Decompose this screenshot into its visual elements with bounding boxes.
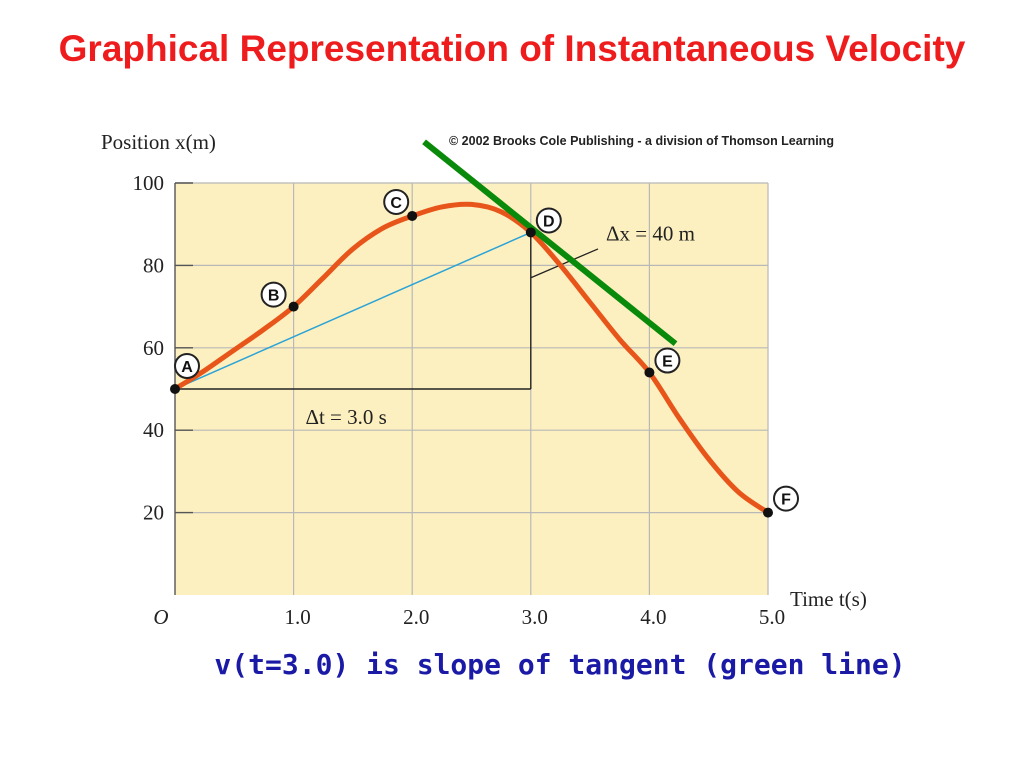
tangent-layer <box>422 139 678 347</box>
tick-labels: O 1.0 2.0 3.0 4.0 5.0 20 40 60 80 100 <box>133 171 786 629</box>
curve-layer <box>172 201 771 516</box>
point-d-label: D <box>543 213 555 230</box>
delta-x-leader <box>530 248 599 279</box>
points-layer: A B C D E F <box>170 188 799 518</box>
delta-x-label: Δx = 40 m <box>606 222 695 246</box>
copyright-notice: © 2002 Brooks Cole Publishing - a divisi… <box>449 134 834 148</box>
point-f-marker <box>763 507 773 518</box>
x-tick-label: 5.0 <box>759 605 785 629</box>
point-e-label: E <box>662 354 673 371</box>
point-c-marker <box>407 210 418 221</box>
point-e-badge <box>654 347 681 374</box>
caption: v(t=3.0) is slope of tangent (green line… <box>214 648 906 681</box>
tangent-line <box>422 139 678 347</box>
point-b-label: B <box>268 288 280 305</box>
slide-title: Graphical Representation of Instantaneou… <box>58 28 966 69</box>
y-axis-label: Position x(m) <box>101 130 216 154</box>
point-c-badge <box>383 188 410 215</box>
delta-guides: Δt = 3.0 s Δx = 40 m <box>174 222 695 429</box>
x-tick-label: 4.0 <box>640 605 666 629</box>
point-d-marker <box>525 227 536 238</box>
point-f-label: F <box>781 492 791 509</box>
point-a-marker <box>170 384 180 394</box>
point-f-badge <box>773 485 799 512</box>
y-tick-label: 20 <box>143 501 164 525</box>
point-e-marker <box>644 367 655 378</box>
x-tick-label: 2.0 <box>403 605 429 629</box>
y-tick-label: 60 <box>143 336 164 360</box>
x-tick-label: O <box>153 605 168 629</box>
y-tick-label: 80 <box>143 253 164 277</box>
point-a-badge <box>174 353 200 379</box>
y-tick-label: 40 <box>143 418 164 442</box>
point-b-marker <box>288 301 299 312</box>
y-tick-label: 100 <box>133 171 165 195</box>
x-tick-label: 1.0 <box>284 605 310 629</box>
secant-line <box>174 231 532 390</box>
x-tick-label: 3.0 <box>522 605 548 629</box>
point-d-badge <box>535 207 562 234</box>
x-axis-label: Time t(s) <box>790 587 867 611</box>
point-b-badge <box>260 281 287 308</box>
point-a-label: A <box>181 359 193 376</box>
position-curve <box>172 201 771 516</box>
delta-t-label: Δt = 3.0 s <box>305 405 386 429</box>
point-c-label: C <box>390 195 402 212</box>
